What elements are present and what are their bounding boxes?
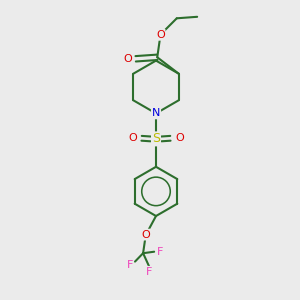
Text: O: O bbox=[175, 133, 184, 143]
Text: N: N bbox=[152, 108, 160, 118]
Text: O: O bbox=[123, 54, 132, 64]
Text: O: O bbox=[128, 133, 137, 143]
Text: F: F bbox=[126, 260, 133, 270]
Text: F: F bbox=[156, 247, 163, 257]
Text: O: O bbox=[141, 230, 150, 240]
Text: O: O bbox=[156, 30, 165, 40]
Text: S: S bbox=[152, 132, 160, 146]
Text: F: F bbox=[146, 267, 152, 277]
